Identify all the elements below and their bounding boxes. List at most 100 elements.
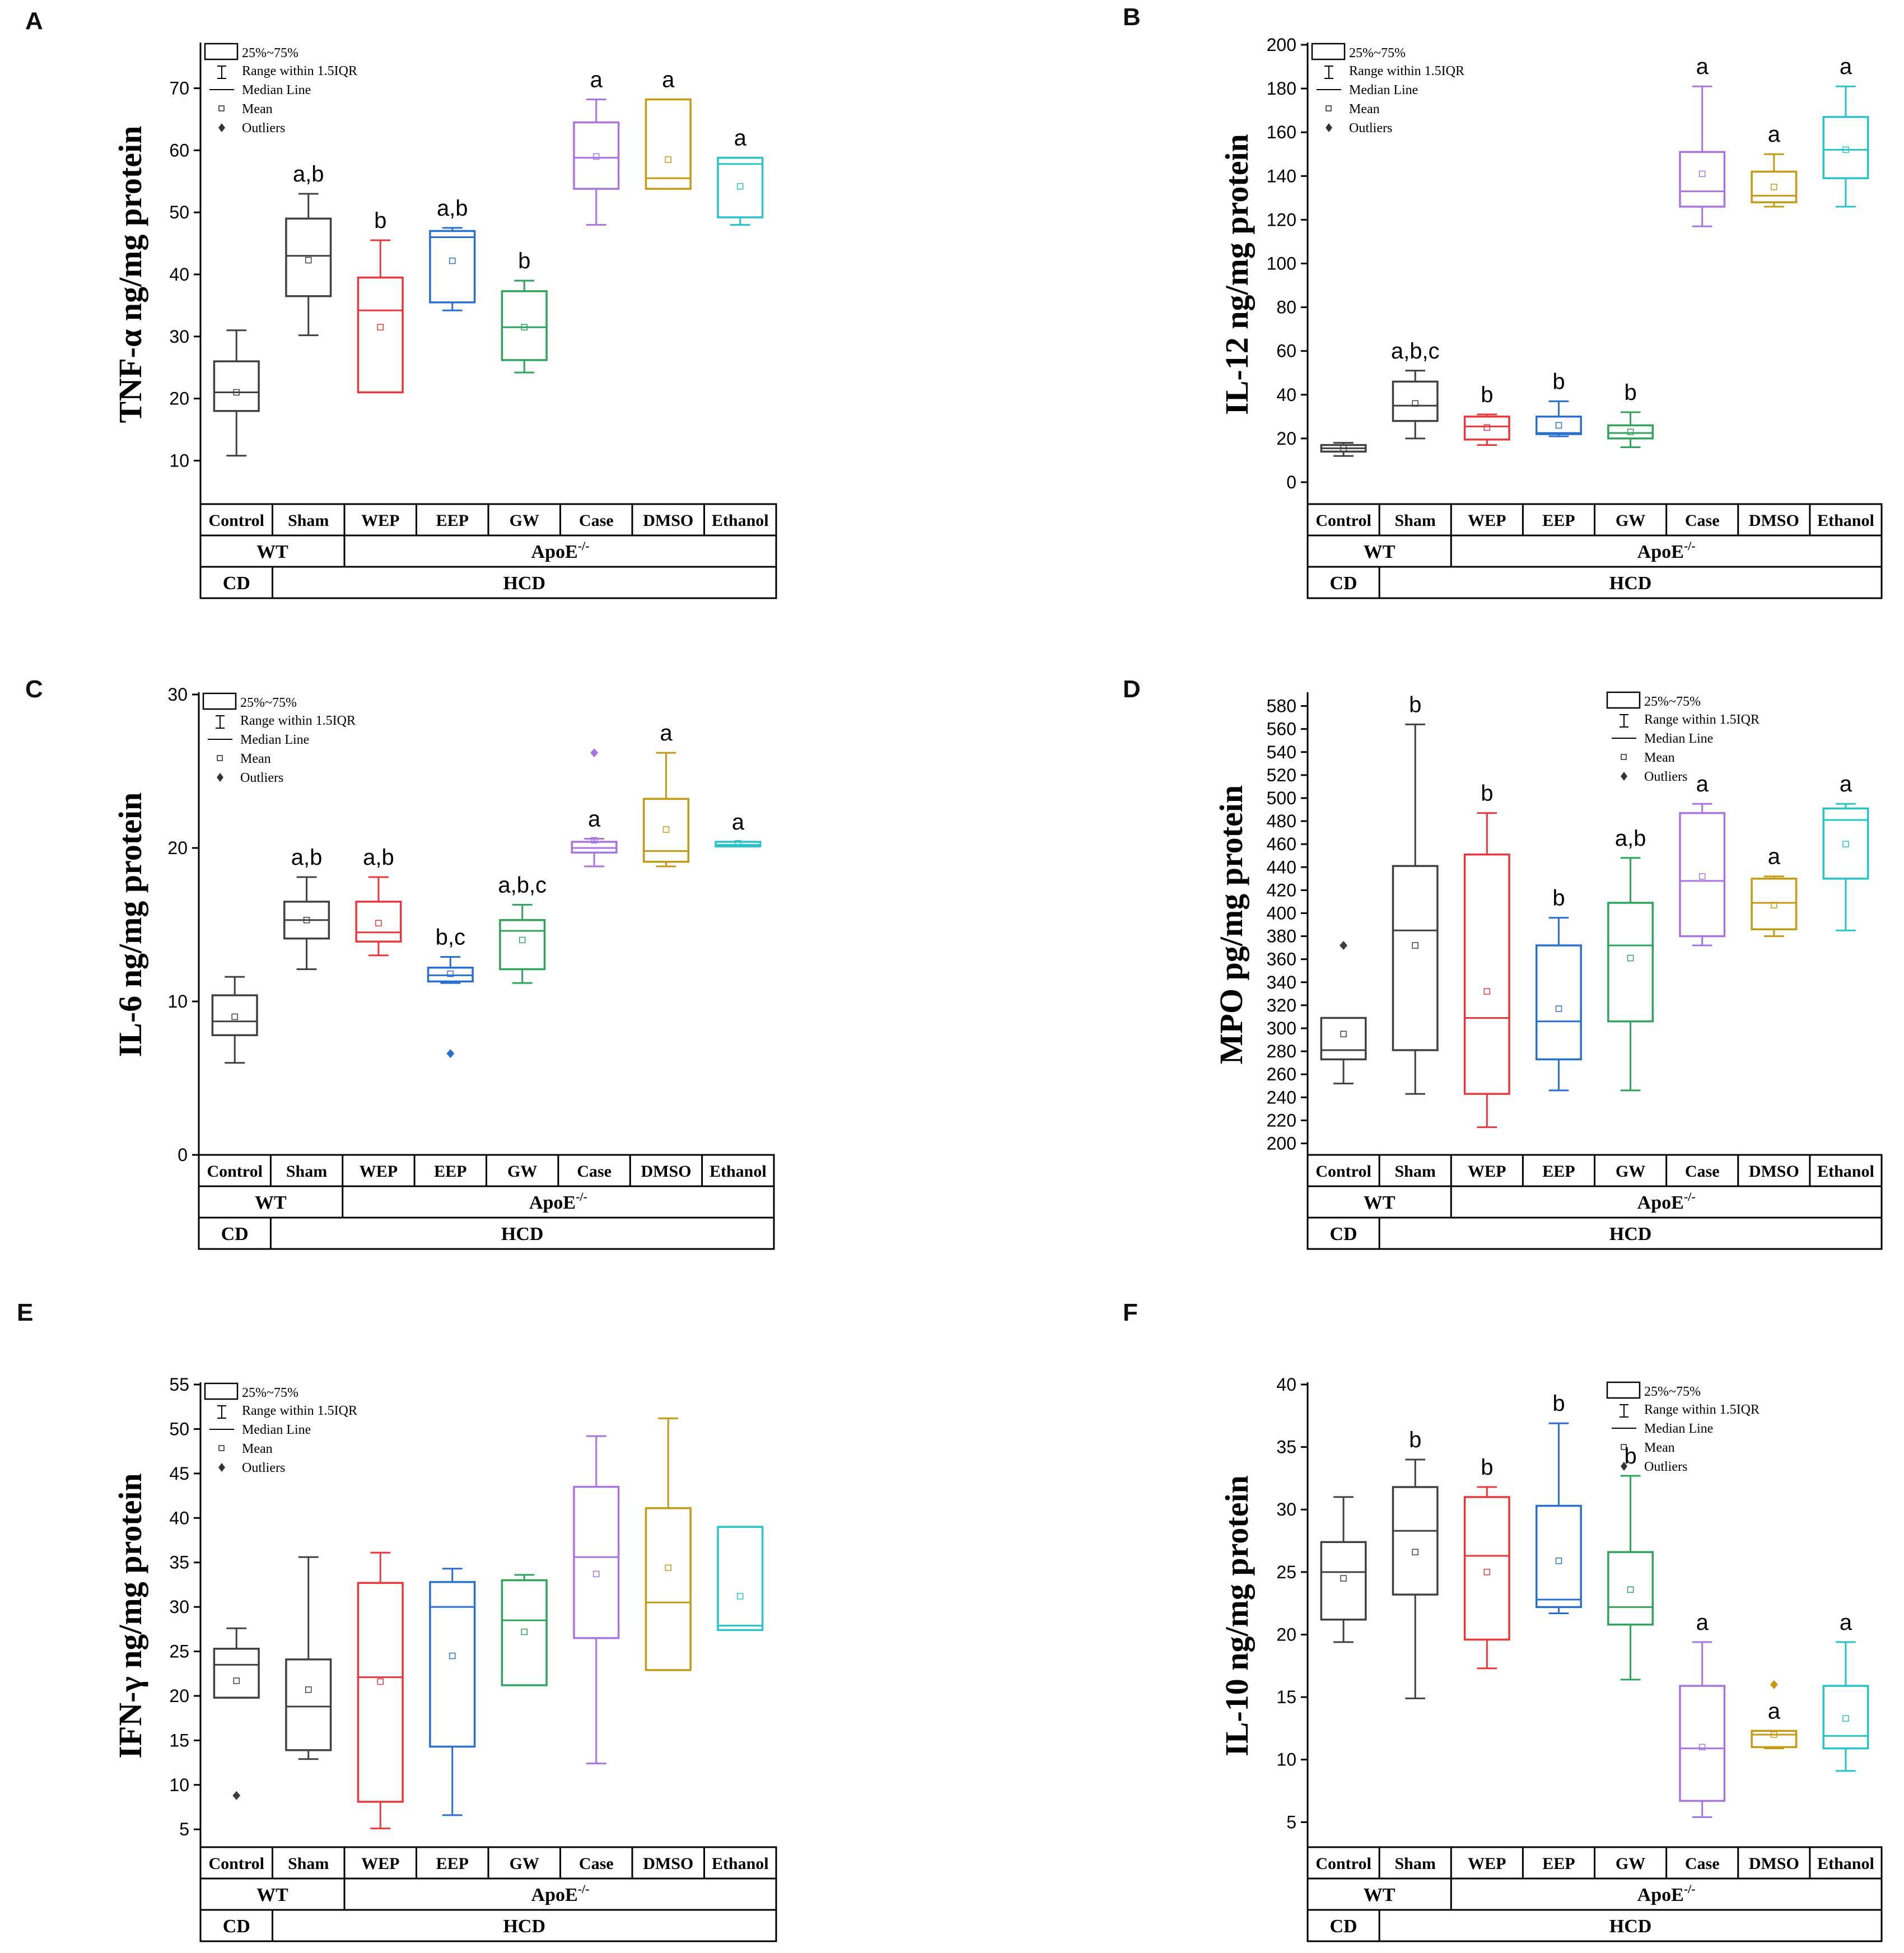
mean-marker: [1771, 1731, 1777, 1738]
outlier-point: [232, 1791, 241, 1800]
significance-label: a: [1696, 54, 1709, 79]
panel-c: C 0 10 20 30 IL-6 ng/mg protein Control Sham WEP…: [25, 675, 775, 1250]
diet-label: CD: [1330, 573, 1357, 594]
legend-outlier-swatch: [1326, 123, 1332, 132]
mean-marker: [1627, 1586, 1634, 1593]
strain-label: WT: [255, 1192, 287, 1213]
y-tick-label: 5: [1286, 1812, 1296, 1832]
box-dmso: a: [1751, 122, 1798, 208]
legend-mean-swatch: [218, 1445, 225, 1451]
mean-marker: [231, 1013, 238, 1020]
y-tick-label: 20: [1276, 1624, 1296, 1644]
y-tick-label: 480: [1267, 811, 1296, 831]
mean-marker: [1412, 400, 1418, 407]
mean-marker: [737, 1593, 744, 1600]
category-label: GW: [1616, 511, 1645, 530]
box-case: a: [571, 748, 618, 868]
mean-marker: [449, 1652, 456, 1660]
legend-median-label: Median Line: [1644, 1421, 1713, 1436]
legend-box-label: 25%~75%: [242, 46, 298, 60]
category-label: GW: [510, 1854, 539, 1873]
outlier-point: [1770, 1680, 1778, 1689]
category-label: WEP: [360, 1162, 398, 1181]
iqr-box: [1535, 944, 1582, 1061]
y-tick-label: 10: [169, 1775, 189, 1795]
legend-outlier-swatch: [218, 1463, 225, 1472]
box-wep: b: [357, 208, 404, 394]
significance-label: a: [1840, 772, 1852, 796]
category-label: WEP: [361, 1854, 399, 1873]
y-tick-label: 60: [1276, 341, 1296, 361]
mean-marker: [1340, 1575, 1347, 1582]
mean-marker: [1771, 184, 1777, 190]
mean-marker: [1698, 170, 1706, 178]
legend-mean-label: Mean: [1349, 102, 1380, 116]
box-eep: [429, 1568, 476, 1816]
y-tick-label: 20: [1276, 428, 1296, 449]
legend-outlier-swatch: [217, 773, 223, 782]
y-tick-label: 160: [1267, 122, 1296, 142]
box-control: [211, 976, 258, 1064]
y-tick-label: 55: [169, 1374, 189, 1395]
mean-marker: [447, 970, 454, 977]
y-tick-label: 520: [1267, 765, 1296, 785]
legend-outlier-swatch: [1621, 1462, 1627, 1471]
box-case: a: [1679, 1610, 1726, 1818]
y-tick-label: 500: [1267, 788, 1296, 808]
category-label: Case: [1685, 1162, 1720, 1181]
significance-label: a: [1768, 122, 1781, 147]
mean-marker: [449, 257, 456, 264]
y-tick-label: 460: [1267, 834, 1296, 854]
significance-label: a: [588, 807, 601, 832]
diet-label: HCD: [501, 1224, 544, 1244]
iqr-box: [1751, 1730, 1798, 1749]
strain-superscript: -/-: [578, 539, 590, 553]
legend: 25%~75% Range within 1.5IQR Median Line Mea…: [202, 692, 356, 785]
mean-marker: [377, 324, 384, 330]
significance-label: b: [1552, 1391, 1565, 1416]
box-ethanol: a: [1822, 54, 1869, 208]
box-dmso: a: [1751, 845, 1798, 938]
box-wep: b: [1463, 1455, 1510, 1670]
box-wep: b: [1463, 781, 1510, 1129]
box-ethanol: a: [717, 126, 764, 226]
strain-label: WT: [1364, 1885, 1396, 1905]
box-gw: b: [1607, 380, 1654, 448]
legend-median-label: Median Line: [1644, 731, 1713, 746]
panel-a: A 10 20 30 40 50 60 70 TNF-α ng/mg protein Contro…: [25, 7, 777, 599]
y-tick-label: 25: [169, 1642, 189, 1662]
category-label: Sham: [288, 511, 329, 530]
significance-label: a: [1840, 1610, 1852, 1635]
box-gw: [501, 1574, 548, 1686]
mean-marker: [737, 183, 744, 190]
category-label: Ethanol: [710, 1162, 767, 1181]
category-label: Control: [209, 511, 264, 530]
legend-outlier-label: Outliers: [1644, 1460, 1687, 1474]
category-label: Ethanol: [1817, 511, 1874, 530]
category-label: GW: [1616, 1162, 1645, 1181]
iqr-box: [1392, 1486, 1439, 1596]
legend-outlier-label: Outliers: [242, 1461, 285, 1475]
outlier-point: [1340, 940, 1348, 950]
significance-label: a,b: [437, 196, 468, 221]
diet-label: HCD: [503, 573, 545, 594]
y-tick-label: 30: [1276, 1499, 1296, 1519]
y-tick-label: 35: [169, 1553, 189, 1573]
y-tick-label: 30: [167, 684, 188, 705]
y-tick-label: 200: [1267, 35, 1296, 55]
significance-label: b: [1481, 1455, 1493, 1480]
mean-marker: [1627, 428, 1634, 435]
significance-label: a: [732, 810, 745, 835]
legend-box-label: 25%~75%: [242, 1386, 298, 1400]
y-tick-label: 10: [167, 991, 188, 1012]
mean-marker: [665, 1564, 671, 1571]
y-tick-label: 35: [1276, 1437, 1296, 1457]
legend-box-swatch: [1311, 43, 1346, 60]
box-control: [213, 1627, 260, 1800]
mean-marker: [375, 920, 382, 927]
box-control: [1320, 442, 1367, 457]
category-label: Ethanol: [712, 511, 769, 530]
y-tick-label: 420: [1267, 880, 1296, 900]
significance-label: a,b: [293, 162, 324, 187]
y-axis-label: IL-6 ng/mg protein: [112, 793, 148, 1057]
